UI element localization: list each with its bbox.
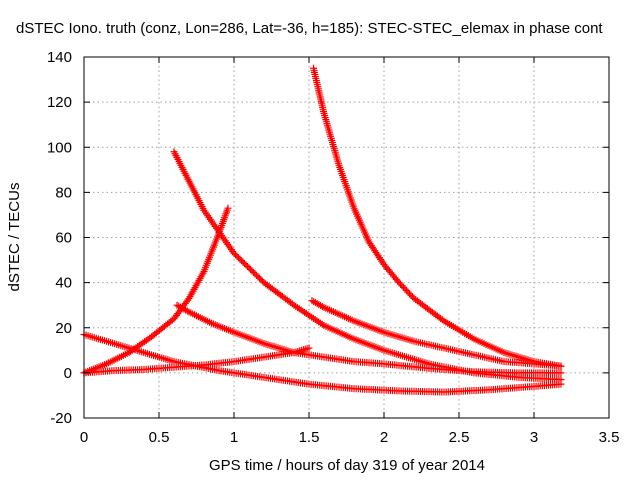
data-point-marker <box>438 316 446 324</box>
data-point-marker <box>557 362 565 370</box>
x-tick-label: 1.5 <box>299 429 320 446</box>
data-point-marker <box>404 288 412 296</box>
data-point-marker <box>235 254 242 262</box>
y-tick-label: 100 <box>47 139 72 156</box>
x-tick-label: 1 <box>230 429 238 446</box>
data-point-marker <box>401 285 409 293</box>
x-tick-label: 3 <box>530 429 538 446</box>
data-point-marker <box>407 291 415 299</box>
data-point-marker <box>406 290 413 298</box>
y-tick-label: 0 <box>64 365 72 382</box>
y-tick-label: -20 <box>50 410 72 427</box>
x-tick-label: 0.5 <box>149 429 170 446</box>
data-point-marker <box>305 344 313 352</box>
data-point-marker <box>232 251 239 259</box>
y-tick-label: 120 <box>47 94 72 111</box>
data-point-marker <box>395 279 403 287</box>
x-tick-label: 2 <box>380 429 388 446</box>
data-point-marker <box>557 376 565 384</box>
data-marks <box>80 64 565 396</box>
y-axis-label: dSTEC / TECUs <box>6 183 23 292</box>
axis-ticks: 0 0.5 1 1.5 2 2.5 3 3.5 -20 0 20 40 60 80 100 120 140 <box>47 49 619 446</box>
x-tick-label: 2.5 <box>449 429 470 446</box>
data-point-marker <box>183 307 191 315</box>
y-tick-label: 40 <box>55 275 72 292</box>
data-point-marker <box>256 274 263 282</box>
data-point-marker <box>398 282 406 290</box>
y-tick-label: 20 <box>55 320 72 337</box>
data-point-marker <box>400 283 407 291</box>
grid <box>84 57 609 418</box>
data-point-marker <box>224 204 232 212</box>
data-point-marker <box>318 302 326 310</box>
x-tick-label: 0 <box>80 429 88 446</box>
data-point-marker <box>557 369 565 377</box>
data-point-marker <box>242 261 250 269</box>
data-point-marker <box>397 280 404 288</box>
data-point-marker <box>248 267 256 275</box>
y-tick-label: 80 <box>55 184 72 201</box>
y-tick-label: 60 <box>55 230 72 247</box>
y-tick-label: 140 <box>47 49 72 66</box>
x-tick-label: 3.5 <box>599 429 620 446</box>
data-point-marker <box>245 264 253 272</box>
chart-title: dSTEC Iono. truth (conz, Lon=286, Lat=-3… <box>16 20 603 37</box>
x-axis-label: GPS time / hours of day 319 of year 2014 <box>209 457 485 474</box>
data-point-marker <box>403 287 410 295</box>
